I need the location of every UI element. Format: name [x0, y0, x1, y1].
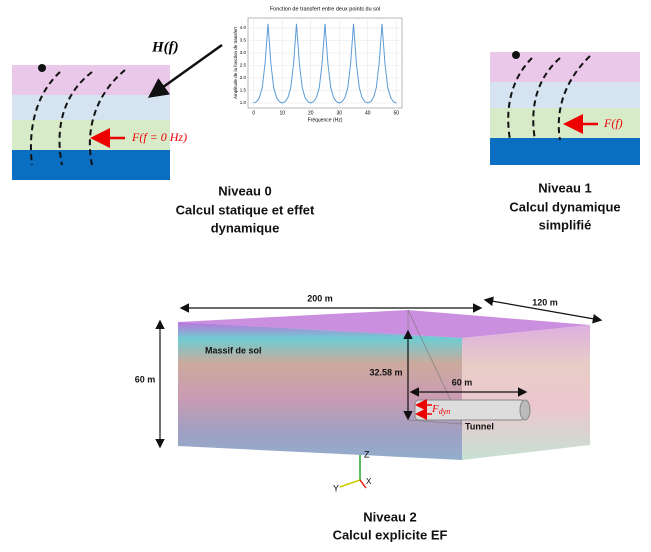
dimension-label: 60 m — [135, 374, 156, 384]
transfer-curve — [253, 23, 397, 104]
force-symbol: Fdyn — [431, 403, 450, 416]
transfer-label: H(f) — [151, 39, 179, 55]
y-tick-label: 1.0 — [240, 100, 247, 105]
level-caption: Calcul statique et effet — [176, 202, 315, 217]
dimension-label: 120 m — [532, 297, 558, 307]
tunnel-label: Tunnel — [465, 421, 494, 431]
axis-label: Z — [364, 449, 370, 459]
level-title: Niveau 2 — [363, 509, 416, 524]
x-tick-label: 10 — [279, 110, 285, 116]
y-tick-label: 4.0 — [240, 25, 247, 30]
level-caption: Calcul explicite EF — [333, 527, 448, 542]
force-label: F(f = 0 Hz) — [131, 130, 187, 144]
soil-profile-1 — [490, 51, 640, 165]
axis-label: Y — [333, 483, 339, 493]
axis-label: X — [366, 477, 372, 486]
level-caption: dynamique — [211, 220, 280, 235]
dimension-label: 32.58 m — [369, 367, 402, 377]
fe-model — [155, 296, 603, 489]
dimension-label: 200 m — [307, 293, 333, 303]
x-tick-label: 30 — [336, 110, 342, 116]
x-tick-label: 40 — [365, 110, 371, 116]
y-tick-label: 3.0 — [240, 50, 247, 55]
soil-label: Massif de sol — [205, 345, 262, 355]
force-label: F(f) — [603, 116, 623, 130]
inset-chart: Fonction de transfert entre deux points … — [233, 6, 403, 123]
force-subscript: dyn — [439, 407, 451, 416]
y-tick-label: 3.5 — [240, 38, 247, 43]
x-axis-label: Fréquence (Hz) — [308, 117, 343, 123]
transfer-arrow — [147, 43, 223, 98]
dimension-label: 60 m — [452, 377, 473, 387]
x-tick-label: 20 — [308, 110, 314, 116]
x-tick-label: 0 — [252, 110, 255, 116]
plot-area — [247, 17, 403, 109]
soil-profile-0 — [12, 64, 170, 180]
y-tick-label: 2.5 — [240, 63, 247, 68]
y-axis-label: Amplitude de la fonction de transfert — [233, 26, 238, 99]
x-tick-label: 50 — [394, 110, 400, 116]
level-title: Niveau 0 — [218, 183, 271, 198]
y-tick-label: 1.5 — [240, 88, 247, 93]
chart-title: Fonction de transfert entre deux points … — [270, 6, 380, 12]
level-title: Niveau 1 — [538, 180, 591, 195]
level-caption: simplifié — [539, 217, 592, 232]
y-tick-label: 2.0 — [240, 75, 247, 80]
level-caption: Calcul dynamique — [509, 199, 620, 214]
force-symbol: F — [431, 403, 439, 415]
